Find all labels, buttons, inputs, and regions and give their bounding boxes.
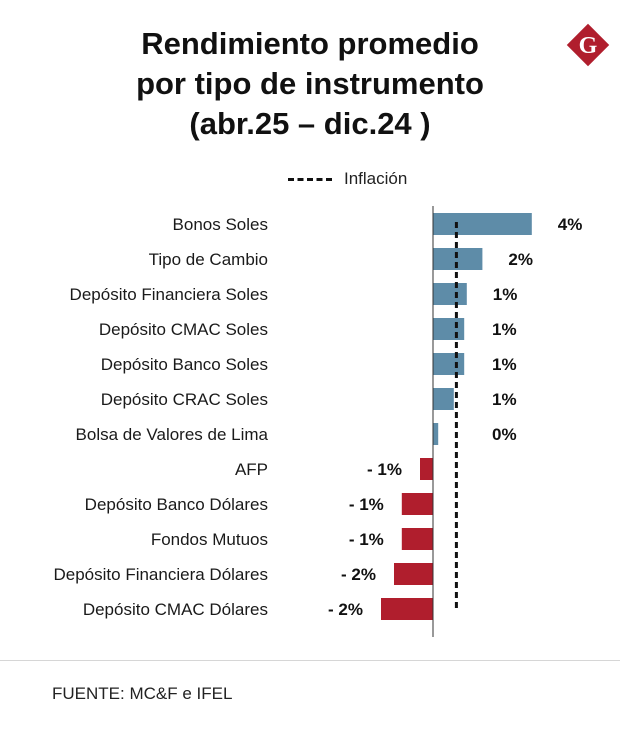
chart-legend: Inflación [288, 168, 407, 190]
legend-inflation-label: Inflación [344, 169, 408, 188]
bar-2 [433, 248, 483, 270]
footer-divider [0, 660, 620, 661]
bar-12 [381, 598, 433, 620]
category-label-3: Depósito Financiera Soles [70, 285, 268, 304]
category-label-6: Depósito CRAC Soles [101, 390, 268, 409]
category-label-5: Depósito Banco Soles [101, 355, 268, 374]
value-label-11: - 2% [341, 565, 376, 584]
legend-inflation-swatch [288, 177, 332, 181]
bar-8 [420, 458, 433, 480]
logo-letter: G [579, 33, 598, 59]
value-label-7: 0% [492, 425, 517, 444]
value-label-6: 1% [492, 390, 517, 409]
source-note: FUENTE: MC&F e IFEL [52, 684, 233, 703]
chart-title: Rendimiento promedio por tipo de instrum… [0, 24, 620, 144]
value-label-5: 1% [492, 355, 517, 374]
bar-10 [401, 528, 433, 550]
value-label-4: 1% [492, 320, 517, 339]
bar-chart: Bonos Soles 4% Tipo de Cambio 2% Depósito Fi… [54, 206, 583, 637]
value-label-9: - 1% [349, 495, 384, 514]
bar-1 [433, 213, 532, 235]
category-label-12: Depósito CMAC Dólares [83, 600, 268, 619]
value-label-8: - 1% [367, 460, 402, 479]
category-label-8: AFP [235, 460, 268, 479]
bar-11 [394, 563, 433, 585]
category-label-9: Depósito Banco Dólares [85, 495, 268, 514]
bar-7 [433, 423, 439, 445]
value-label-3: 1% [493, 285, 518, 304]
category-label-1: Bonos Soles [173, 215, 268, 234]
title-line-3: (abr.25 – dic.24 ) [189, 106, 431, 141]
title-line-1: Rendimiento promedio [141, 26, 479, 61]
value-label-2: 2% [508, 250, 533, 269]
bar-5 [433, 353, 465, 375]
bar-3 [433, 283, 467, 305]
value-label-10: - 1% [349, 530, 384, 549]
category-label-10: Fondos Mutuos [151, 530, 268, 549]
category-label-4: Depósito CMAC Soles [99, 320, 268, 339]
brand-logo-icon: G [566, 23, 610, 67]
value-label-12: - 2% [328, 600, 363, 619]
category-label-2: Tipo de Cambio [149, 250, 268, 269]
value-label-1: 4% [558, 215, 583, 234]
bar-9 [401, 493, 433, 515]
bar-6 [433, 388, 454, 410]
title-line-2: por tipo de instrumento [136, 66, 484, 101]
category-label-11: Depósito Financiera Dólares [54, 565, 269, 584]
bar-4 [433, 318, 465, 340]
category-label-7: Bolsa de Valores de Lima [76, 425, 269, 444]
